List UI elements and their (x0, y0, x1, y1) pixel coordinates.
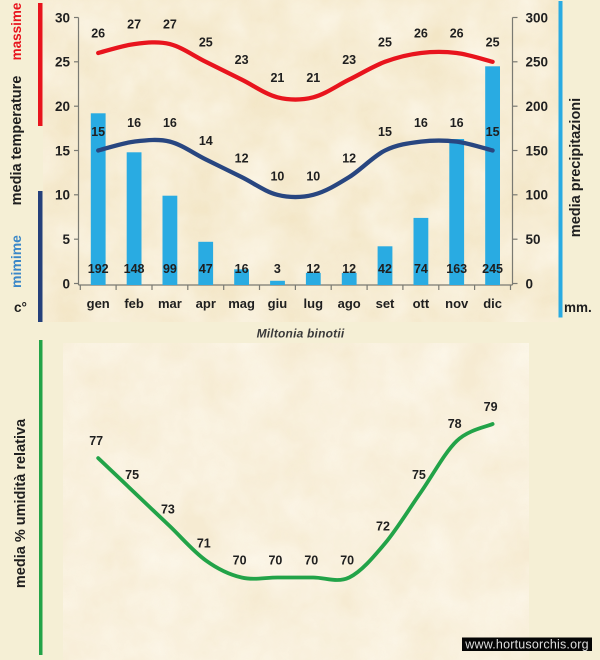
svg-text:26: 26 (414, 27, 428, 41)
svg-text:99: 99 (163, 262, 177, 276)
svg-text:10: 10 (306, 169, 320, 183)
svg-text:150: 150 (526, 143, 549, 158)
svg-text:16: 16 (163, 116, 177, 130)
svg-text:50: 50 (526, 232, 541, 247)
svg-text:70: 70 (304, 554, 318, 568)
svg-text:www.hortusorchis.org: www.hortusorchis.org (464, 638, 589, 652)
svg-text:25: 25 (55, 55, 71, 70)
svg-text:16: 16 (235, 262, 249, 276)
svg-text:12: 12 (306, 262, 320, 276)
svg-text:massime: massime (9, 2, 24, 60)
svg-text:100: 100 (526, 188, 549, 203)
svg-text:lug: lug (304, 296, 324, 311)
svg-text:gen: gen (87, 296, 110, 311)
svg-text:148: 148 (124, 262, 145, 276)
svg-text:23: 23 (342, 53, 356, 67)
svg-text:0: 0 (526, 276, 534, 291)
svg-text:16: 16 (450, 116, 464, 130)
svg-text:15: 15 (91, 125, 105, 139)
svg-text:73: 73 (161, 502, 175, 516)
svg-text:23: 23 (235, 53, 249, 67)
svg-text:79: 79 (484, 400, 498, 414)
svg-text:ott: ott (413, 296, 430, 311)
svg-text:42: 42 (378, 262, 392, 276)
svg-text:10: 10 (270, 169, 284, 183)
svg-text:16: 16 (414, 116, 428, 130)
svg-text:nov: nov (445, 296, 469, 311)
svg-text:12: 12 (235, 152, 249, 166)
svg-text:27: 27 (163, 18, 177, 32)
svg-text:set: set (376, 296, 395, 311)
svg-text:15: 15 (486, 125, 500, 139)
svg-text:mimime: mimime (8, 235, 24, 288)
svg-text:12: 12 (342, 262, 356, 276)
svg-text:47: 47 (199, 262, 213, 276)
svg-text:20: 20 (55, 99, 70, 114)
svg-text:72: 72 (376, 519, 390, 533)
svg-text:78: 78 (448, 417, 462, 431)
svg-text:media temperature: media temperature (9, 76, 25, 206)
svg-text:25: 25 (378, 35, 392, 49)
svg-text:15: 15 (55, 143, 71, 158)
svg-text:74: 74 (414, 262, 428, 276)
svg-text:30: 30 (55, 10, 70, 25)
svg-text:10: 10 (55, 188, 70, 203)
svg-text:mm.: mm. (564, 300, 592, 315)
svg-text:75: 75 (412, 468, 426, 482)
svg-text:26: 26 (91, 27, 105, 41)
svg-text:27: 27 (127, 18, 141, 32)
svg-text:70: 70 (233, 554, 247, 568)
svg-text:16: 16 (127, 116, 141, 130)
svg-text:70: 70 (268, 554, 282, 568)
svg-text:mar: mar (158, 296, 182, 311)
svg-text:media % umidità relativa: media % umidità relativa (13, 418, 29, 588)
svg-text:giu: giu (268, 296, 288, 311)
svg-text:300: 300 (526, 10, 549, 25)
svg-text:21: 21 (270, 71, 284, 85)
svg-text:25: 25 (199, 35, 213, 49)
svg-text:dic: dic (483, 296, 502, 311)
svg-text:200: 200 (526, 99, 549, 114)
svg-text:250: 250 (526, 55, 549, 70)
svg-text:25: 25 (486, 35, 500, 49)
svg-text:0: 0 (62, 276, 70, 291)
svg-text:14: 14 (199, 134, 213, 148)
svg-text:192: 192 (88, 262, 109, 276)
svg-text:21: 21 (306, 71, 320, 85)
svg-text:mag: mag (228, 296, 255, 311)
svg-text:70: 70 (340, 554, 354, 568)
svg-text:c°: c° (14, 300, 27, 315)
svg-text:3: 3 (274, 262, 281, 276)
svg-text:media precipitazioni: media precipitazioni (568, 98, 584, 237)
svg-text:Miltonia binotii: Miltonia binotii (257, 327, 345, 341)
svg-text:5: 5 (62, 232, 70, 247)
svg-text:26: 26 (450, 27, 464, 41)
svg-text:apr: apr (196, 296, 216, 311)
svg-text:163: 163 (446, 262, 467, 276)
svg-text:ago: ago (338, 296, 361, 311)
svg-text:77: 77 (89, 434, 103, 448)
svg-text:75: 75 (125, 468, 139, 482)
svg-text:15: 15 (378, 125, 392, 139)
svg-text:245: 245 (482, 262, 503, 276)
svg-text:12: 12 (342, 152, 356, 166)
svg-text:feb: feb (124, 296, 144, 311)
svg-text:71: 71 (197, 536, 211, 550)
